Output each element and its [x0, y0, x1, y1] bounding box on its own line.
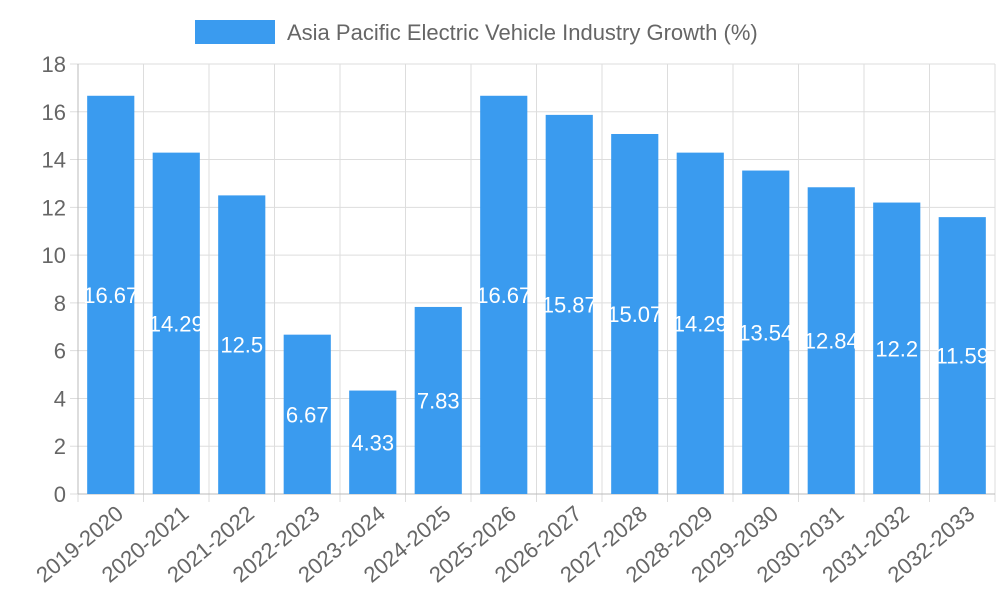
data-labels: 16.67 14.29 12.5 6.67 4.33 7.83 16.67 15.87 15.0… [83, 283, 989, 455]
x-tick-labels: 2019-20202020-20212021-20222022-20232023… [31, 501, 979, 588]
y-tick-label: 10 [42, 243, 66, 268]
y-tick-label: 18 [42, 52, 66, 77]
data-label: 12.84 [804, 329, 859, 354]
bar[interactable] [349, 390, 397, 494]
data-label: 6.67 [286, 402, 329, 427]
bar[interactable] [283, 334, 331, 494]
legend-swatch [195, 20, 275, 44]
bar[interactable] [218, 195, 266, 494]
data-label: 4.33 [351, 430, 394, 455]
data-label: 14.29 [149, 311, 204, 336]
legend-label: Asia Pacific Electric Vehicle Industry G… [287, 20, 758, 45]
y-tick-labels: 0 2 4 6 8 10 12 14 16 18 [42, 52, 66, 507]
data-label: 14.29 [673, 311, 728, 336]
bar[interactable] [873, 202, 921, 495]
bar[interactable] [742, 170, 790, 495]
y-tick-label: 2 [54, 434, 66, 459]
data-label: 11.59 [936, 344, 989, 369]
bar[interactable] [676, 152, 724, 494]
bar[interactable] [611, 133, 659, 494]
y-tick-label: 0 [54, 482, 66, 507]
bar[interactable] [938, 217, 986, 494]
bar[interactable] [480, 95, 528, 495]
y-tick-label: 12 [42, 195, 66, 220]
bar[interactable] [545, 114, 593, 494]
data-label: 16.67 [83, 283, 138, 308]
bar[interactable] [87, 95, 135, 495]
data-label: 12.2 [875, 336, 918, 361]
bars [87, 95, 986, 495]
data-label: 15.87 [542, 292, 597, 317]
grid [70, 63, 996, 502]
y-tick-label: 6 [54, 339, 66, 364]
y-tick-label: 8 [54, 291, 66, 316]
data-label: 7.83 [417, 388, 460, 413]
data-label: 16.67 [476, 283, 531, 308]
y-tick-label: 14 [42, 148, 66, 173]
legend[interactable]: Asia Pacific Electric Vehicle Industry G… [195, 20, 758, 45]
y-tick-label: 16 [42, 100, 66, 125]
data-label: 13.54 [738, 320, 793, 345]
bar[interactable] [414, 306, 462, 494]
data-label: 15.07 [607, 302, 662, 327]
y-tick-label: 4 [54, 386, 66, 411]
data-label: 12.5 [220, 333, 263, 358]
bar[interactable] [152, 152, 200, 494]
bar[interactable] [807, 187, 855, 494]
